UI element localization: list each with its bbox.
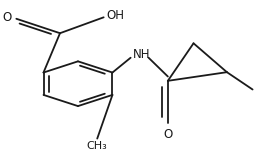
Text: OH: OH <box>106 9 124 22</box>
Text: CH₃: CH₃ <box>87 142 107 151</box>
Text: O: O <box>163 128 172 142</box>
Text: NH: NH <box>133 48 151 61</box>
Text: O: O <box>2 11 11 24</box>
